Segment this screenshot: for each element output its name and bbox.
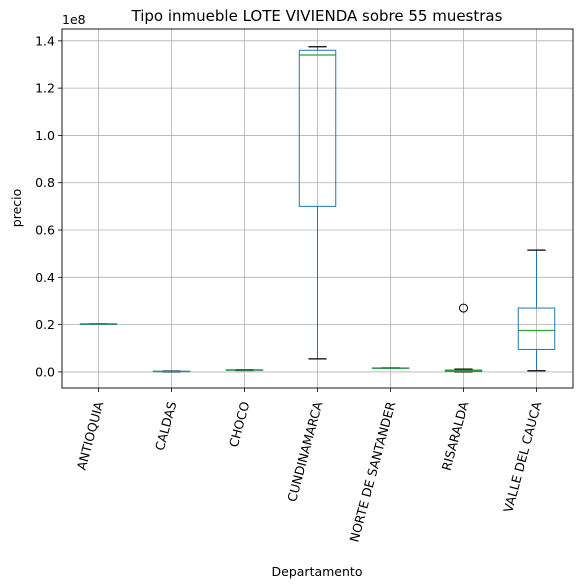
x-tick-label: CUNDINAMARCA [284,399,325,503]
x-tick-label: ANTIOQUIA [74,399,107,471]
y-axis-offset-text: 1e8 [62,12,86,27]
y-tick-label: 1.0 [35,128,55,143]
y-axis-title: precio [9,189,24,227]
grid-lines [62,29,573,388]
iqr-box [298,49,337,207]
box-choco [225,368,264,372]
box-caldas [152,370,191,373]
box-cundinamarca [298,46,337,360]
plot-frame [61,28,574,389]
box-norte-de-santander [371,367,410,369]
iqr-box [517,307,556,350]
box-valle-del-cauca [517,249,556,372]
box-risaralda [444,303,483,373]
box-series [79,46,556,373]
x-tick-label: VALLE DEL CAUCA [500,399,544,514]
x-tick-label: CHOCO [226,400,253,449]
y-tick-label: 0.6 [35,223,55,238]
axes: 0.0 0.2 0.4 0.6 0.8 1.0 1.2 1.4 ANTIOQUIA CALDAS C… [35,28,574,544]
y-tick-label: 0.2 [35,317,55,332]
chart-title: Tipo inmueble LOTE VIVIENDA sobre 55 mue… [131,7,503,25]
box-antioquia [79,323,118,325]
y-tick-label: 1.4 [35,33,55,48]
y-tick-label: 0.4 [35,270,55,285]
x-axis-title: Departamento [272,564,363,579]
x-tick-label: NORTE DE SANTANDER [346,400,398,544]
y-tick-label: 0.0 [35,364,55,379]
y-tick-label: 1.2 [35,81,55,96]
outlier-point [459,303,468,313]
x-tick-label: RISARALDA [439,399,472,472]
y-tick-label: 0.8 [35,175,55,190]
x-tick-label: CALDAS [152,400,179,452]
